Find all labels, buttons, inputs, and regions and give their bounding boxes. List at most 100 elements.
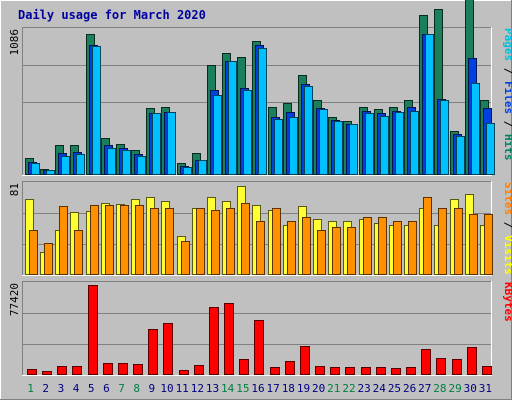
bar-sites-day-21 [332, 227, 341, 275]
x-axis-day-labels: 1 2 3 4 5 6 7 8 9 10 11 12 13 14 15 16 17 18 19 20 21 22 23 24 2… [27, 382, 492, 395]
bar-kbytes-day-23 [361, 367, 371, 375]
bar-kbytes-day-13 [209, 307, 219, 375]
bar-pages-day-24 [380, 116, 389, 175]
x-tick-label-day-13: 13 [206, 382, 219, 395]
bar-pages-day-2 [46, 170, 55, 175]
bar-kbytes-day-17 [270, 367, 280, 375]
bar-sites-day-18 [287, 221, 296, 275]
x-tick-label-day-30: 30 [464, 382, 477, 395]
bar-kbytes-day-18 [285, 361, 295, 375]
series-label-part: / [502, 114, 512, 134]
bar-kbytes-day-14 [224, 303, 234, 375]
bar-kbytes-day-2 [42, 371, 52, 375]
bar-sites-day-31 [484, 214, 493, 275]
bar-pages-day-5 [92, 46, 101, 175]
series-label-part: / [502, 215, 512, 235]
y-axis-series-label: Sites / Visits [502, 182, 512, 275]
bar-kbytes-day-28 [436, 358, 446, 375]
bar-pages-day-11 [183, 167, 192, 175]
panel-visits_sites: 81 Sites / Visits [8, 181, 512, 276]
bar-sites-day-15 [241, 203, 250, 275]
bar-kbytes-day-26 [406, 367, 416, 375]
series-label-part: Files [502, 81, 512, 114]
bar-pages-day-17 [274, 119, 283, 175]
x-tick-label-day-21: 21 [327, 382, 340, 395]
bar-sites-day-1 [29, 230, 38, 275]
bar-pages-day-23 [365, 113, 374, 175]
bar-pages-day-7 [122, 150, 131, 175]
bar-pages-day-9 [152, 113, 161, 175]
bar-sites-day-17 [272, 208, 281, 275]
bar-pages-day-26 [410, 111, 419, 175]
bar-sites-day-25 [393, 221, 402, 275]
bar-pages-day-27 [425, 34, 434, 175]
x-tick-label-day-3: 3 [58, 382, 65, 395]
bar-sites-day-3 [59, 206, 68, 275]
bar-sites-day-19 [302, 217, 311, 275]
x-tick-label-day-17: 17 [267, 382, 280, 395]
x-tick-label-day-22: 22 [342, 382, 355, 395]
x-tick-label-day-28: 28 [433, 382, 446, 395]
bar-sites-day-7 [120, 205, 129, 275]
x-tick-label-day-12: 12 [191, 382, 204, 395]
bar-sites-day-20 [317, 230, 326, 275]
x-tick-label-day-19: 19 [297, 382, 310, 395]
bar-sites-day-6 [105, 205, 114, 275]
x-tick-label-day-16: 16 [251, 382, 264, 395]
y-axis-series-label: KBytes [502, 282, 512, 322]
bar-pages-day-16 [258, 48, 267, 175]
bar-sites-day-5 [90, 205, 99, 275]
bar-sites-day-11 [181, 241, 190, 275]
bar-kbytes-day-7 [118, 363, 128, 375]
bar-pages-day-4 [76, 154, 85, 175]
bar-kbytes-day-25 [391, 368, 401, 375]
bar-kbytes-day-9 [148, 329, 158, 375]
bar-sites-day-13 [211, 210, 220, 275]
bar-kbytes-day-11 [179, 370, 189, 375]
x-tick-label-day-2: 2 [42, 382, 49, 395]
y-axis-max-label: 77420 [8, 283, 21, 316]
x-tick-label-day-24: 24 [373, 382, 387, 395]
bar-pages-day-6 [107, 148, 116, 175]
series-label-part: / [502, 61, 512, 81]
bar-kbytes-day-5 [88, 285, 98, 375]
bar-kbytes-day-1 [27, 369, 37, 375]
x-tick-label-day-8: 8 [133, 382, 140, 395]
chart-panels: 1086 Pages / Files / Hits 81 Sites / Visits… [8, 0, 512, 376]
bar-sites-day-2 [44, 243, 53, 275]
bar-sites-day-23 [363, 217, 372, 275]
x-tick-label-day-25: 25 [388, 382, 401, 395]
bar-pages-day-30 [471, 83, 480, 175]
bar-kbytes-day-29 [452, 359, 462, 375]
x-tick-label-day-9: 9 [149, 382, 156, 395]
bar-kbytes-day-30 [467, 347, 477, 375]
bar-sites-day-16 [256, 221, 265, 275]
bar-sites-day-27 [423, 197, 432, 275]
bar-kbytes-day-27 [421, 349, 431, 375]
bar-sites-day-28 [438, 208, 447, 275]
bar-kbytes-day-8 [133, 364, 143, 375]
x-tick-label-day-10: 10 [160, 382, 173, 395]
bar-sites-day-9 [150, 208, 159, 275]
x-tick-label-day-4: 4 [73, 382, 80, 395]
bar-pages-day-1 [31, 163, 40, 175]
series-label-part: Pages [502, 28, 512, 61]
bar-kbytes-day-24 [376, 367, 386, 375]
bar-sites-day-10 [165, 208, 174, 275]
x-tick-label-day-6: 6 [103, 382, 110, 395]
y-axis-max-label: 81 [8, 183, 21, 196]
bar-pages-day-29 [456, 136, 465, 175]
x-tick-label-day-5: 5 [88, 382, 95, 395]
x-tick-label-day-1: 1 [27, 382, 34, 395]
bar-kbytes-day-16 [254, 320, 264, 375]
x-tick-label-day-18: 18 [282, 382, 295, 395]
panel-hits_files_pages: 1086 Pages / Files / Hits [8, 0, 512, 176]
y-axis-max-label: 1086 [8, 29, 21, 56]
bar-sites-day-30 [469, 214, 478, 275]
bar-sites-day-26 [408, 221, 417, 275]
bar-kbytes-day-12 [194, 365, 204, 375]
bar-kbytes-day-10 [163, 323, 173, 375]
bar-kbytes-day-3 [57, 366, 67, 375]
x-tick-label-day-31: 31 [479, 382, 492, 395]
